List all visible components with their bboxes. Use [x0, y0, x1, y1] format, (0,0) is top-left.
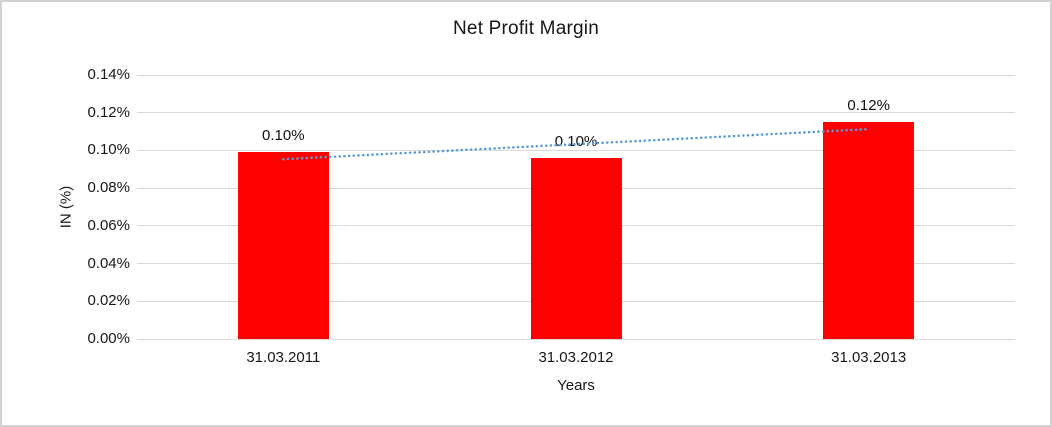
x-axis-tick-label: 31.03.2013 — [831, 349, 907, 366]
bar — [237, 152, 329, 339]
gridline — [137, 74, 1015, 76]
y-axis-tick-label: 0.10% — [87, 141, 130, 159]
y-axis-tick-label: 0.02% — [87, 292, 130, 310]
x-axis-tick-label: 31.03.2011 — [246, 349, 321, 366]
y-axis-tick-label: 0.12% — [87, 103, 130, 121]
y-axis-tick-label: 0.08% — [87, 179, 130, 197]
bar-data-label: 0.10% — [262, 127, 305, 145]
x-axis-title: Years — [557, 377, 595, 394]
gridline — [137, 112, 1015, 114]
bar — [823, 122, 915, 339]
bar-data-label: 0.12% — [847, 97, 890, 115]
y-axis-tick-label: 0.00% — [87, 330, 130, 347]
y-axis-tick-label: 0.06% — [87, 216, 130, 234]
bar-data-label: 0.10% — [554, 132, 598, 150]
bar — [530, 157, 622, 339]
y-axis-tick-label: 0.04% — [87, 254, 130, 272]
chart-title: Net Profit Margin — [453, 18, 599, 39]
x-axis-tick-label: 31.03.2012 — [538, 349, 614, 366]
y-axis-tick-label: 0.14% — [87, 66, 130, 83]
gridline — [137, 338, 1015, 340]
